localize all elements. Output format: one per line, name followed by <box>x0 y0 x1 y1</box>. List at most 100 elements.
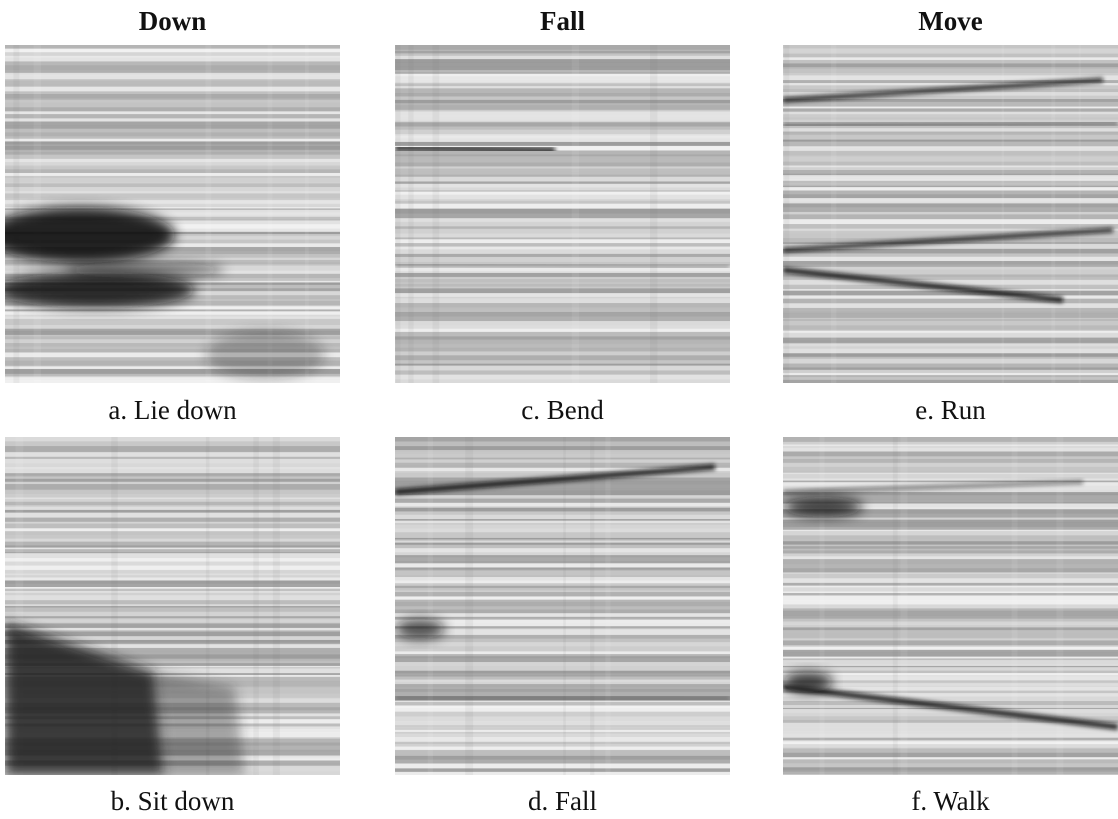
stripe <box>395 183 730 188</box>
stripe <box>783 604 1118 609</box>
stripe <box>783 175 1118 178</box>
stripe <box>395 293 730 298</box>
stripe <box>395 296 730 299</box>
stripe <box>5 214 340 218</box>
stripe <box>395 76 730 80</box>
stripe <box>783 266 1118 271</box>
stripe <box>783 106 1118 109</box>
stripe <box>395 59 730 63</box>
panel-caption: c. Bend <box>521 395 604 425</box>
stripe <box>783 740 1118 743</box>
stripe <box>395 174 730 178</box>
stripe <box>395 233 730 238</box>
stripe <box>783 253 1118 258</box>
stripe <box>783 157 1118 163</box>
dark-streak <box>783 121 1118 127</box>
dark-streak <box>783 227 1114 253</box>
stripe <box>5 541 340 546</box>
stripe <box>5 517 340 523</box>
stripe <box>395 729 730 733</box>
stripe <box>5 99 340 103</box>
stripe <box>5 366 340 370</box>
stripe <box>783 771 1118 775</box>
stripe <box>5 478 340 483</box>
stripe <box>5 501 340 506</box>
stripe <box>5 565 340 571</box>
column-texture <box>15 437 24 775</box>
stripe <box>5 624 340 627</box>
stripe <box>5 774 340 775</box>
stripe <box>395 246 730 250</box>
stripe <box>395 228 730 235</box>
stripe <box>395 199 730 202</box>
stripe <box>395 616 730 620</box>
stripe <box>395 609 730 614</box>
stripe <box>783 45 1118 49</box>
stripe <box>783 667 1118 672</box>
stripe <box>783 444 1118 447</box>
stripe <box>395 109 730 113</box>
stripe <box>783 763 1118 768</box>
stripe <box>5 588 340 592</box>
stripe <box>395 379 730 383</box>
stripe <box>5 154 340 160</box>
stripe <box>5 553 340 559</box>
stripe <box>783 228 1118 232</box>
stripe <box>395 542 730 545</box>
stripe <box>783 340 1118 343</box>
stripe <box>783 80 1118 84</box>
stripe <box>783 686 1118 692</box>
stripe <box>5 644 340 649</box>
stripe <box>783 618 1118 622</box>
stripe <box>395 156 730 159</box>
stripe <box>5 552 340 554</box>
stripe <box>395 360 730 365</box>
panel-caption: a. Lie down <box>108 395 237 425</box>
stripe <box>395 488 730 492</box>
stripe <box>783 660 1118 666</box>
stripe <box>395 467 730 472</box>
stripe <box>5 128 340 133</box>
stripe <box>783 502 1118 504</box>
panel-caption: b. Sit down <box>111 786 235 814</box>
stripe <box>5 300 340 307</box>
stripe <box>5 306 340 310</box>
stripe <box>5 668 340 674</box>
stripe <box>395 520 730 524</box>
column-texture <box>1056 437 1064 775</box>
stripe <box>395 613 730 618</box>
stripe <box>5 209 340 214</box>
stripe <box>395 701 730 706</box>
column-texture <box>830 45 837 383</box>
column-texture <box>408 45 414 383</box>
stripe <box>783 556 1118 559</box>
stripe <box>395 237 730 240</box>
stripe <box>395 606 730 611</box>
stripe <box>783 722 1118 728</box>
stripe <box>783 513 1118 519</box>
stripe <box>783 665 1118 668</box>
stripe <box>395 92 730 97</box>
stripe <box>395 168 730 173</box>
stripe <box>5 311 340 316</box>
spectrogram-image <box>395 437 730 775</box>
stripe <box>783 673 1118 676</box>
stripe <box>395 166 730 169</box>
stripe <box>395 437 730 442</box>
stripe <box>783 752 1118 758</box>
stripe <box>395 585 730 589</box>
stripe <box>5 523 340 529</box>
stripe <box>395 283 730 288</box>
stripe <box>5 45 340 50</box>
stripe <box>5 305 340 308</box>
stripe <box>783 317 1118 320</box>
column-texture <box>1011 437 1018 775</box>
stripe <box>783 652 1118 658</box>
stripe <box>395 213 730 219</box>
stripe <box>5 118 340 122</box>
stripe <box>783 447 1118 452</box>
stripe <box>783 319 1118 322</box>
stripe <box>5 193 340 199</box>
stripe <box>783 219 1118 225</box>
stripe <box>395 444 730 447</box>
